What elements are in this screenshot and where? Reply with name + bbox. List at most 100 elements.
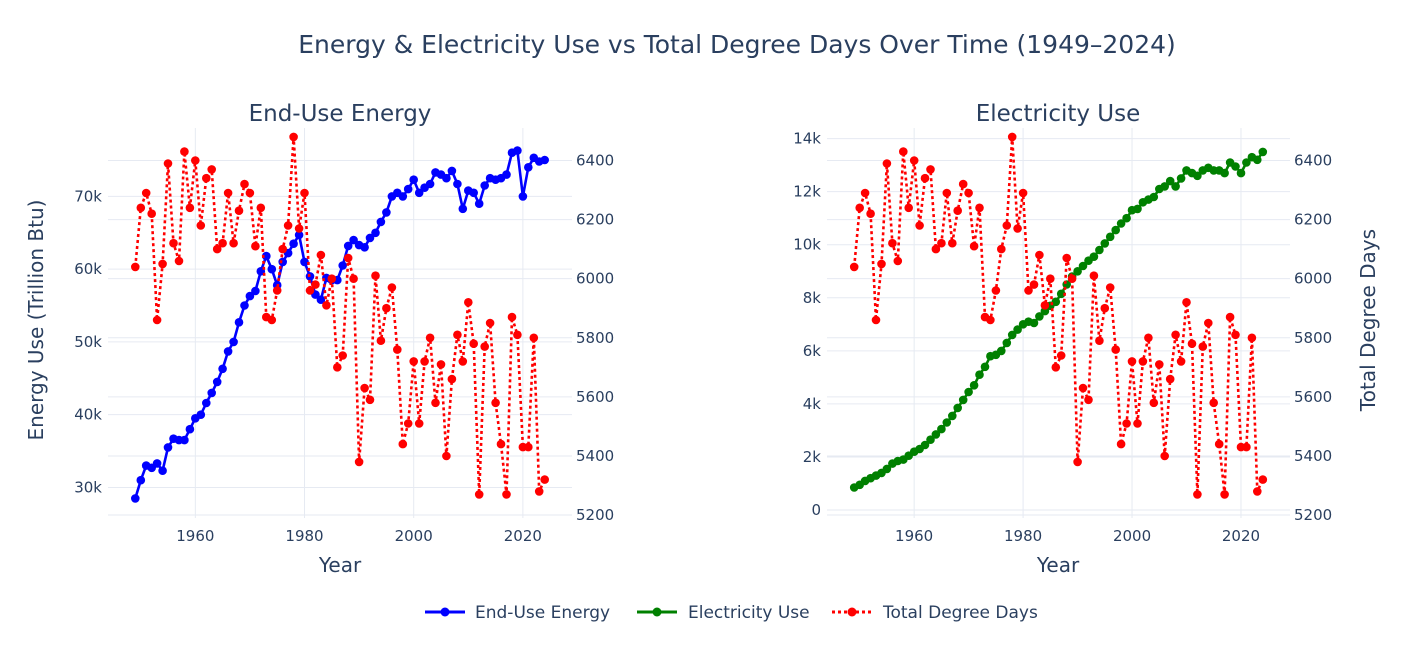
data-point-end-use-energy bbox=[278, 257, 288, 267]
data-point-total-degree-days bbox=[1231, 330, 1240, 340]
data-point-total-degree-days bbox=[1105, 283, 1115, 292]
x-axis-label-left: Year bbox=[318, 553, 362, 577]
data-point-end-use-energy bbox=[240, 301, 249, 310]
data-point-total-degree-days bbox=[1225, 312, 1235, 322]
data-point-end-use-energy bbox=[163, 443, 173, 452]
y-tick-label: 70k bbox=[74, 187, 102, 205]
data-point-total-degree-days bbox=[256, 203, 266, 213]
data-point-end-use-energy bbox=[365, 233, 375, 243]
data-point-total-degree-days bbox=[1138, 357, 1148, 366]
data-point-total-degree-days bbox=[333, 363, 342, 372]
x-tick-label: 2020 bbox=[504, 527, 542, 545]
data-point-total-degree-days bbox=[1144, 333, 1153, 343]
data-point-total-degree-days bbox=[360, 383, 369, 393]
data-point-total-degree-days bbox=[207, 165, 216, 174]
data-point-end-use-energy bbox=[403, 184, 413, 194]
series-total-degree-days bbox=[131, 132, 549, 499]
data-point-total-degree-days bbox=[1253, 487, 1262, 496]
data-point-total-degree-days bbox=[1182, 298, 1191, 307]
data-point-total-degree-days bbox=[409, 357, 419, 366]
data-point-end-use-energy bbox=[349, 235, 358, 245]
data-point-total-degree-days bbox=[316, 250, 326, 260]
data-point-end-use-energy bbox=[316, 295, 326, 305]
data-point-electricity-use bbox=[964, 387, 973, 397]
data-point-total-degree-days bbox=[524, 442, 533, 452]
data-point-total-degree-days bbox=[223, 188, 233, 198]
y-axis-label-left: Energy Use (Trillion Btu) bbox=[24, 200, 48, 441]
data-point-total-degree-days bbox=[196, 221, 206, 230]
data-point-total-degree-days bbox=[234, 206, 244, 215]
data-point-end-use-energy bbox=[480, 181, 490, 190]
data-point-total-degree-days bbox=[1127, 357, 1137, 366]
y2-tick-label: 5600 bbox=[1294, 388, 1332, 406]
data-point-total-degree-days bbox=[382, 303, 391, 313]
data-point-electricity-use bbox=[1258, 147, 1268, 157]
series-line-total-degree-days bbox=[134, 135, 546, 496]
y2-tick-label: 6200 bbox=[1294, 211, 1332, 229]
data-point-total-degree-days bbox=[414, 419, 424, 428]
data-point-total-degree-days bbox=[1160, 451, 1169, 461]
data-point-total-degree-days bbox=[513, 330, 522, 340]
data-point-total-degree-days bbox=[882, 159, 892, 168]
data-point-total-degree-days bbox=[1198, 342, 1208, 351]
legend-item-total-degree-days[interactable]: Total Degree Days bbox=[832, 603, 1038, 623]
data-point-total-degree-days bbox=[480, 342, 490, 351]
data-point-total-degree-days bbox=[447, 374, 457, 384]
data-point-total-degree-days bbox=[1056, 351, 1066, 360]
data-point-total-degree-days bbox=[942, 188, 952, 198]
data-point-total-degree-days bbox=[1002, 221, 1012, 230]
data-point-total-degree-days bbox=[540, 475, 549, 484]
y2-tick-label: 5400 bbox=[576, 447, 614, 465]
data-point-total-degree-days bbox=[1247, 333, 1257, 343]
data-point-total-degree-days bbox=[185, 203, 195, 213]
data-point-total-degree-days bbox=[442, 451, 451, 461]
y2-tick-label: 6200 bbox=[576, 211, 614, 229]
data-point-electricity-use bbox=[1007, 330, 1017, 340]
data-point-total-degree-days bbox=[387, 283, 397, 292]
data-point-end-use-energy bbox=[207, 388, 216, 398]
data-point-total-degree-days bbox=[1149, 398, 1159, 408]
series-line-end-use-energy bbox=[134, 149, 546, 499]
data-point-total-degree-days bbox=[251, 241, 260, 251]
data-point-total-degree-days bbox=[436, 360, 446, 369]
data-point-electricity-use bbox=[1165, 176, 1175, 186]
data-point-total-degree-days bbox=[1116, 439, 1126, 449]
data-point-end-use-energy bbox=[202, 398, 211, 408]
legend-item-end-use-energy[interactable]: End-Use Energy bbox=[425, 603, 610, 623]
x-tick-label: 2020 bbox=[1222, 527, 1260, 545]
data-point-electricity-use bbox=[1193, 171, 1202, 181]
data-point-total-degree-days bbox=[1067, 274, 1077, 284]
data-point-electricity-use bbox=[1051, 297, 1061, 307]
data-point-total-degree-days bbox=[267, 315, 277, 325]
y-tick-label: 10k bbox=[793, 236, 821, 254]
data-point-total-degree-days bbox=[1013, 224, 1022, 233]
data-point-end-use-energy bbox=[338, 261, 348, 270]
data-point-total-degree-days bbox=[909, 156, 919, 165]
data-point-total-degree-days bbox=[453, 330, 462, 340]
data-point-total-degree-days bbox=[283, 221, 293, 230]
data-point-total-degree-days bbox=[354, 457, 364, 467]
data-point-total-degree-days bbox=[431, 398, 440, 408]
data-point-total-degree-days bbox=[1193, 490, 1202, 499]
data-point-total-degree-days bbox=[141, 188, 151, 198]
y2-tick-label: 6400 bbox=[576, 152, 614, 170]
data-point-total-degree-days bbox=[485, 318, 495, 328]
data-point-electricity-use bbox=[1176, 174, 1186, 183]
data-point-end-use-energy bbox=[442, 173, 451, 183]
data-point-total-degree-days bbox=[191, 156, 200, 165]
data-point-electricity-use bbox=[882, 464, 892, 474]
data-point-total-degree-days bbox=[1073, 457, 1082, 467]
data-point-electricity-use bbox=[1095, 245, 1104, 255]
data-point-total-degree-days bbox=[1133, 419, 1142, 428]
data-point-total-degree-days bbox=[953, 206, 962, 215]
data-point-total-degree-days bbox=[371, 271, 380, 281]
data-point-total-degree-days bbox=[131, 262, 140, 272]
y-tick-label: 12k bbox=[793, 183, 821, 201]
data-point-total-degree-days bbox=[1051, 363, 1061, 372]
x-axis-label-right: Year bbox=[1036, 553, 1080, 577]
legend-item-electricity-use[interactable]: Electricity Use bbox=[637, 603, 810, 623]
y-tick-label: 60k bbox=[74, 260, 102, 278]
data-point-electricity-use bbox=[1116, 219, 1126, 228]
x-tick-label: 1980 bbox=[1004, 527, 1042, 545]
data-point-total-degree-days bbox=[1095, 336, 1104, 346]
